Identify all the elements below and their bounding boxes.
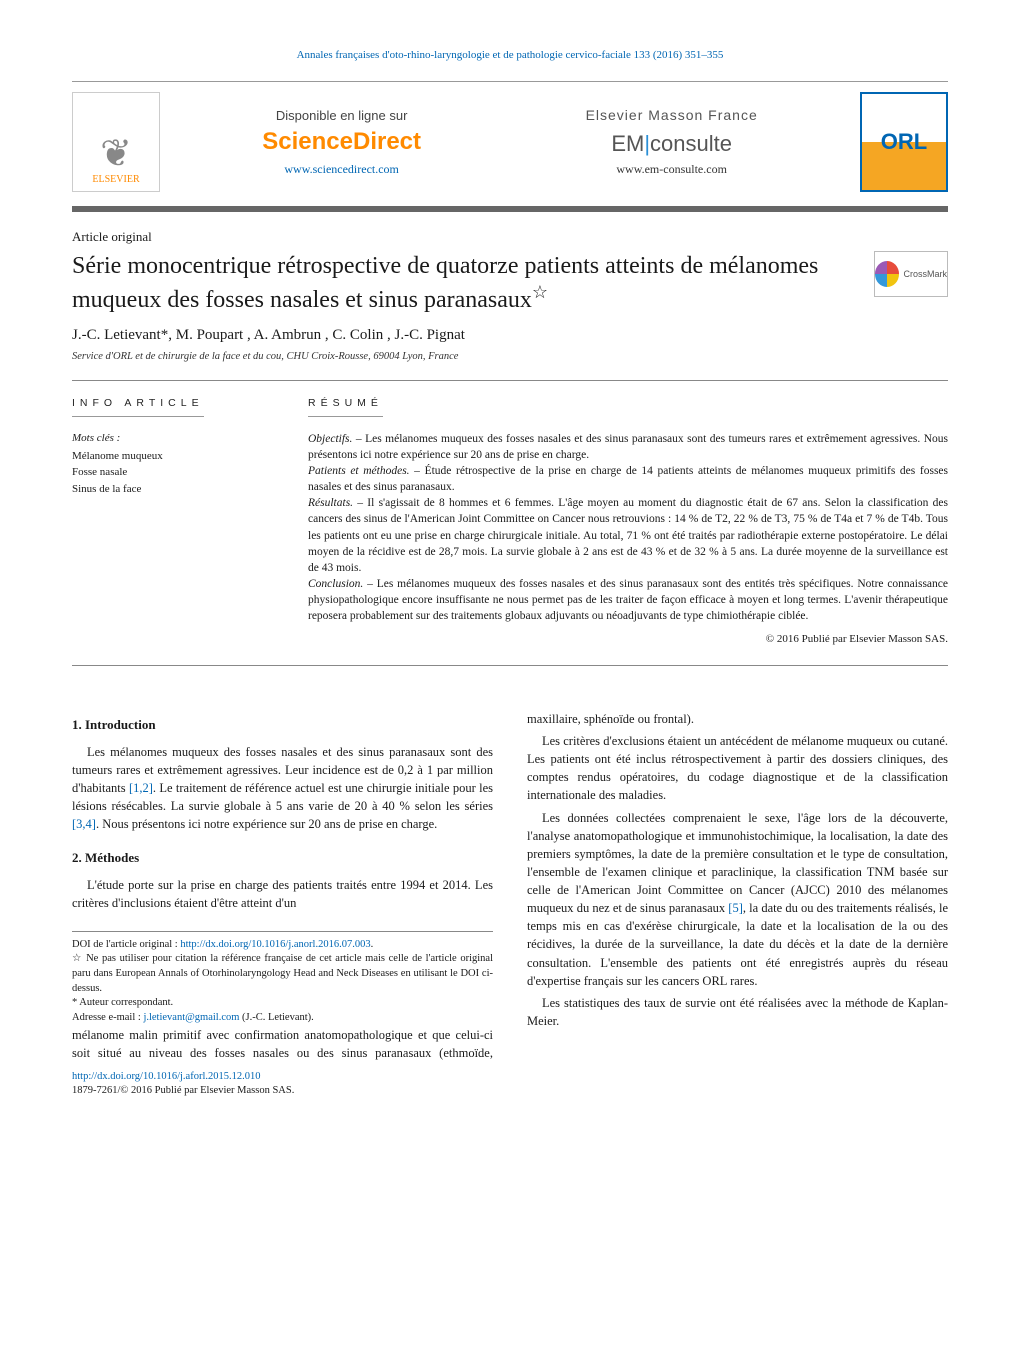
methods-paragraph: L'étude porte sur la prise en charge des… <box>72 876 493 912</box>
corresponding-author-note: * Auteur correspondant. <box>72 996 493 1011</box>
elsevier-wordmark: ELSEVIER <box>92 173 139 187</box>
abstract-objectifs: Objectifs. – Les mélanomes muqueux des f… <box>308 431 948 463</box>
abstract-block: INFO ARTICLE Mots clés : Mélanome muqueu… <box>72 380 948 666</box>
article-body: 1. Introduction Les mélanomes muqueux de… <box>72 710 948 1062</box>
elsevier-tree-icon: ❦ <box>100 135 132 173</box>
crossmark-icon <box>875 261 899 287</box>
affiliation: Service d'ORL et de chirurgie de la face… <box>72 350 948 364</box>
doi-original-line: DOI de l'article original : http://dx.do… <box>72 938 493 953</box>
footnotes-block: DOI de l'article original : http://dx.do… <box>72 931 493 1026</box>
keywords-label: Mots clés : <box>72 431 272 446</box>
abstract-label: Patients et méthodes. – <box>308 465 425 477</box>
email-suffix: (J.-C. Letievant). <box>239 1012 313 1023</box>
em-logo-left: EM <box>611 131 644 156</box>
abstract-column: RÉSUMÉ Objectifs. – Les mélanomes muqueu… <box>308 393 948 647</box>
keyword: Sinus de la face <box>72 481 272 498</box>
article-doi-link[interactable]: http://dx.doi.org/10.1016/j.aforl.2015.1… <box>72 1071 261 1082</box>
abstract-label: Résultats. – <box>308 497 367 509</box>
methods-paragraph: Les données collectées comprenaient le s… <box>527 809 948 990</box>
sd-available-label: Disponible en ligne sur <box>262 107 421 125</box>
info-article-heading: INFO ARTICLE <box>72 396 204 417</box>
citation-link[interactable]: [1,2] <box>129 781 153 795</box>
author-list: J.-C. Letievant*, M. Poupart , A. Ambrun… <box>72 325 948 345</box>
email-line: Adresse e-mail : j.letievant@gmail.com (… <box>72 1011 493 1026</box>
citation-link[interactable]: [3,4] <box>72 817 96 831</box>
intro-paragraph: Les mélanomes muqueux des fosses nasales… <box>72 743 493 834</box>
sciencedirect-logo: ScienceDirect <box>262 126 421 158</box>
sciencedirect-link[interactable]: www.sciencedirect.com <box>262 161 421 177</box>
body-text: . Nous présentons ici notre expérience s… <box>96 817 437 831</box>
abstract-resultats: Résultats. – Il s'agissait de 8 hommes e… <box>308 495 948 575</box>
resume-heading: RÉSUMÉ <box>308 396 383 417</box>
doi-original-link[interactable]: http://dx.doi.org/10.1016/j.anorl.2016.0… <box>180 939 370 950</box>
article-title: Série monocentrique rétrospective de qua… <box>72 251 860 315</box>
emconsulte-block: Elsevier Masson France EM|consulte www.e… <box>586 106 758 177</box>
running-header: Annales françaises d'oto-rhino-laryngolo… <box>72 48 948 63</box>
section-heading-methods: 2. Méthodes <box>72 849 493 868</box>
publisher-banner: ❦ ELSEVIER Disponible en ligne sur Scien… <box>72 81 948 212</box>
title-text: Série monocentrique rétrospective de qua… <box>72 253 818 313</box>
email-label: Adresse e-mail : <box>72 1012 143 1023</box>
author-email-link[interactable]: j.letievant@gmail.com <box>143 1012 239 1023</box>
crossmark-badge[interactable]: CrossMark <box>874 251 948 297</box>
body-text: Les données collectées comprenaient le s… <box>527 811 948 916</box>
abstract-label: Conclusion. – <box>308 578 377 590</box>
star-mark: ☆ <box>72 953 86 964</box>
article-type: Article original <box>72 228 948 246</box>
star-note-text: Ne pas utiliser pour citation la référen… <box>72 953 493 993</box>
crossmark-label: CrossMark <box>903 268 947 280</box>
abstract-conclusion: Conclusion. – Les mélanomes muqueux des … <box>308 576 948 624</box>
em-brand-label: Elsevier Masson France <box>586 106 758 125</box>
methods-paragraph: Les critères d'exclusions étaient un ant… <box>527 732 948 805</box>
keyword: Mélanome muqueux <box>72 448 272 465</box>
authors-text: J.-C. Letievant*, M. Poupart , A. Ambrun… <box>72 327 465 343</box>
journal-cover: ORL <box>860 92 948 192</box>
title-footnote-mark: ☆ <box>532 282 548 302</box>
abstract-copyright: © 2016 Publié par Elsevier Masson SAS. <box>308 632 948 647</box>
abstract-patients: Patients et méthodes. – Étude rétrospect… <box>308 463 948 495</box>
section-heading-introduction: 1. Introduction <box>72 716 493 735</box>
keyword: Fosse nasale <box>72 464 272 481</box>
emconsulte-logo: EM|consulte <box>586 129 758 159</box>
issn-copyright-line: 1879-7261/© 2016 Publié par Elsevier Mas… <box>72 1084 948 1098</box>
methods-paragraph: Les statistiques des taux de survie ont … <box>527 994 948 1030</box>
abstract-text: Les mélanomes muqueux des fosses nasales… <box>308 433 948 461</box>
abstract-text: Les mélanomes muqueux des fosses nasales… <box>308 578 948 622</box>
abstract-text: Il s'agissait de 8 hommes et 6 femmes. L… <box>308 497 948 573</box>
sciencedirect-block: Disponible en ligne sur ScienceDirect ww… <box>262 107 421 177</box>
em-logo-right: consulte <box>650 131 732 156</box>
article-info-column: INFO ARTICLE Mots clés : Mélanome muqueu… <box>72 393 272 647</box>
star-footnote: ☆ Ne pas utiliser pour citation la référ… <box>72 952 493 996</box>
abstract-label: Objectifs. – <box>308 433 365 445</box>
emconsulte-link[interactable]: www.em-consulte.com <box>586 161 758 177</box>
page-footer: http://dx.doi.org/10.1016/j.aforl.2015.1… <box>72 1070 948 1098</box>
doi-label: DOI de l'article original : <box>72 939 180 950</box>
citation-link[interactable]: [5] <box>728 901 743 915</box>
elsevier-logo: ❦ ELSEVIER <box>72 92 160 192</box>
